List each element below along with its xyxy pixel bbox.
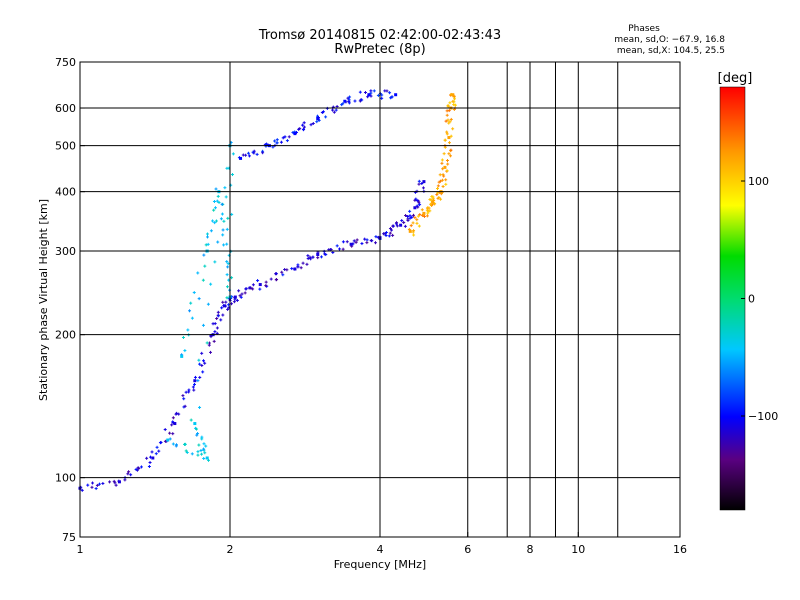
x-tick-label: 8 (527, 543, 534, 556)
data-point-O-trace-lower (151, 456, 155, 460)
chart-subtitle: RwPretec (8p) (334, 42, 425, 57)
colorbar-ticks: 100 0 −100 (741, 175, 778, 423)
data-point-X-trace (431, 200, 435, 204)
data-point-spread-F (193, 422, 197, 426)
data-point-O-trace-lower (193, 379, 197, 383)
data-point-O-trace-lower (413, 206, 417, 210)
y-tick-label: 200 (55, 329, 76, 342)
legend-heading: Phases (628, 24, 660, 34)
y-tick-label: 300 (55, 245, 76, 258)
x-tick-label: 16 (673, 543, 687, 556)
y-tick-label: 500 (55, 140, 76, 153)
data-point-spread-F (166, 438, 170, 442)
data-point-spread-F (180, 354, 184, 358)
data-point-O-trace-lower (399, 223, 403, 227)
data-point-O-trace-upper (293, 132, 297, 136)
legend-line-x: mean, sd,X: 104.5, 25.5 (617, 46, 725, 56)
data-point-X-trace (422, 211, 426, 215)
x-tick-label: 6 (464, 543, 471, 556)
legend-line-o: mean, sd,O: −67.9, 16.8 (614, 35, 725, 45)
y-axis-label: Stationary phase Virtual Height [km] (37, 199, 50, 401)
x-tick-label: 2 (227, 543, 234, 556)
data-point-O-trace-lower (293, 267, 297, 271)
data-point-O-trace-lower (117, 480, 121, 484)
data-point-X-trace (451, 93, 455, 97)
colorbar-tick-label: 100 (748, 175, 769, 188)
data-point-O-trace-lower (349, 242, 353, 246)
data-point-X-trace (443, 165, 447, 169)
data-points-layer (78, 89, 457, 492)
data-point-O-trace-lower (223, 304, 227, 308)
grid-lines (80, 62, 680, 537)
data-point-O-trace-upper (316, 117, 320, 121)
data-point-O-trace-upper (239, 156, 243, 160)
data-point-O-trace-lower (173, 422, 177, 426)
data-point-O-trace-lower (422, 180, 426, 184)
data-point-spread-F (205, 456, 209, 460)
y-tick-label: 400 (55, 186, 76, 199)
x-tick-label: 1 (77, 543, 84, 556)
y-tick-label: 750 (55, 56, 76, 69)
colorbar-tick-label: −100 (748, 410, 778, 423)
data-point-X-trace (408, 229, 412, 233)
colorbar-tick-label: 0 (748, 293, 755, 306)
data-point-O-trace-lower (233, 295, 237, 299)
y-tick-label: 75 (62, 531, 76, 544)
x-axis-label: Frequency [MHz] (334, 558, 426, 571)
y-tick-label: 100 (55, 472, 76, 485)
data-point-O-trace-upper (394, 93, 398, 97)
x-tick-label: 10 (571, 543, 585, 556)
y-axis: 75 100 200 300 400 500 600 750 (55, 56, 85, 544)
colorbar-label: [deg] (718, 71, 753, 86)
chart-title: Tromsø 20140815 02:42:00-02:43:43 (258, 28, 501, 43)
x-axis: 1 2 4 6 8 10 16 (77, 532, 687, 556)
y-tick-label: 600 (55, 102, 76, 115)
data-point-O-trace-upper (343, 99, 347, 103)
x-tick-label: 4 (377, 543, 384, 556)
data-point-O-trace-lower (258, 283, 262, 287)
data-point-X-trace (447, 136, 451, 140)
data-point-O-trace-upper (367, 93, 371, 97)
data-point-O-trace-lower (316, 252, 320, 256)
